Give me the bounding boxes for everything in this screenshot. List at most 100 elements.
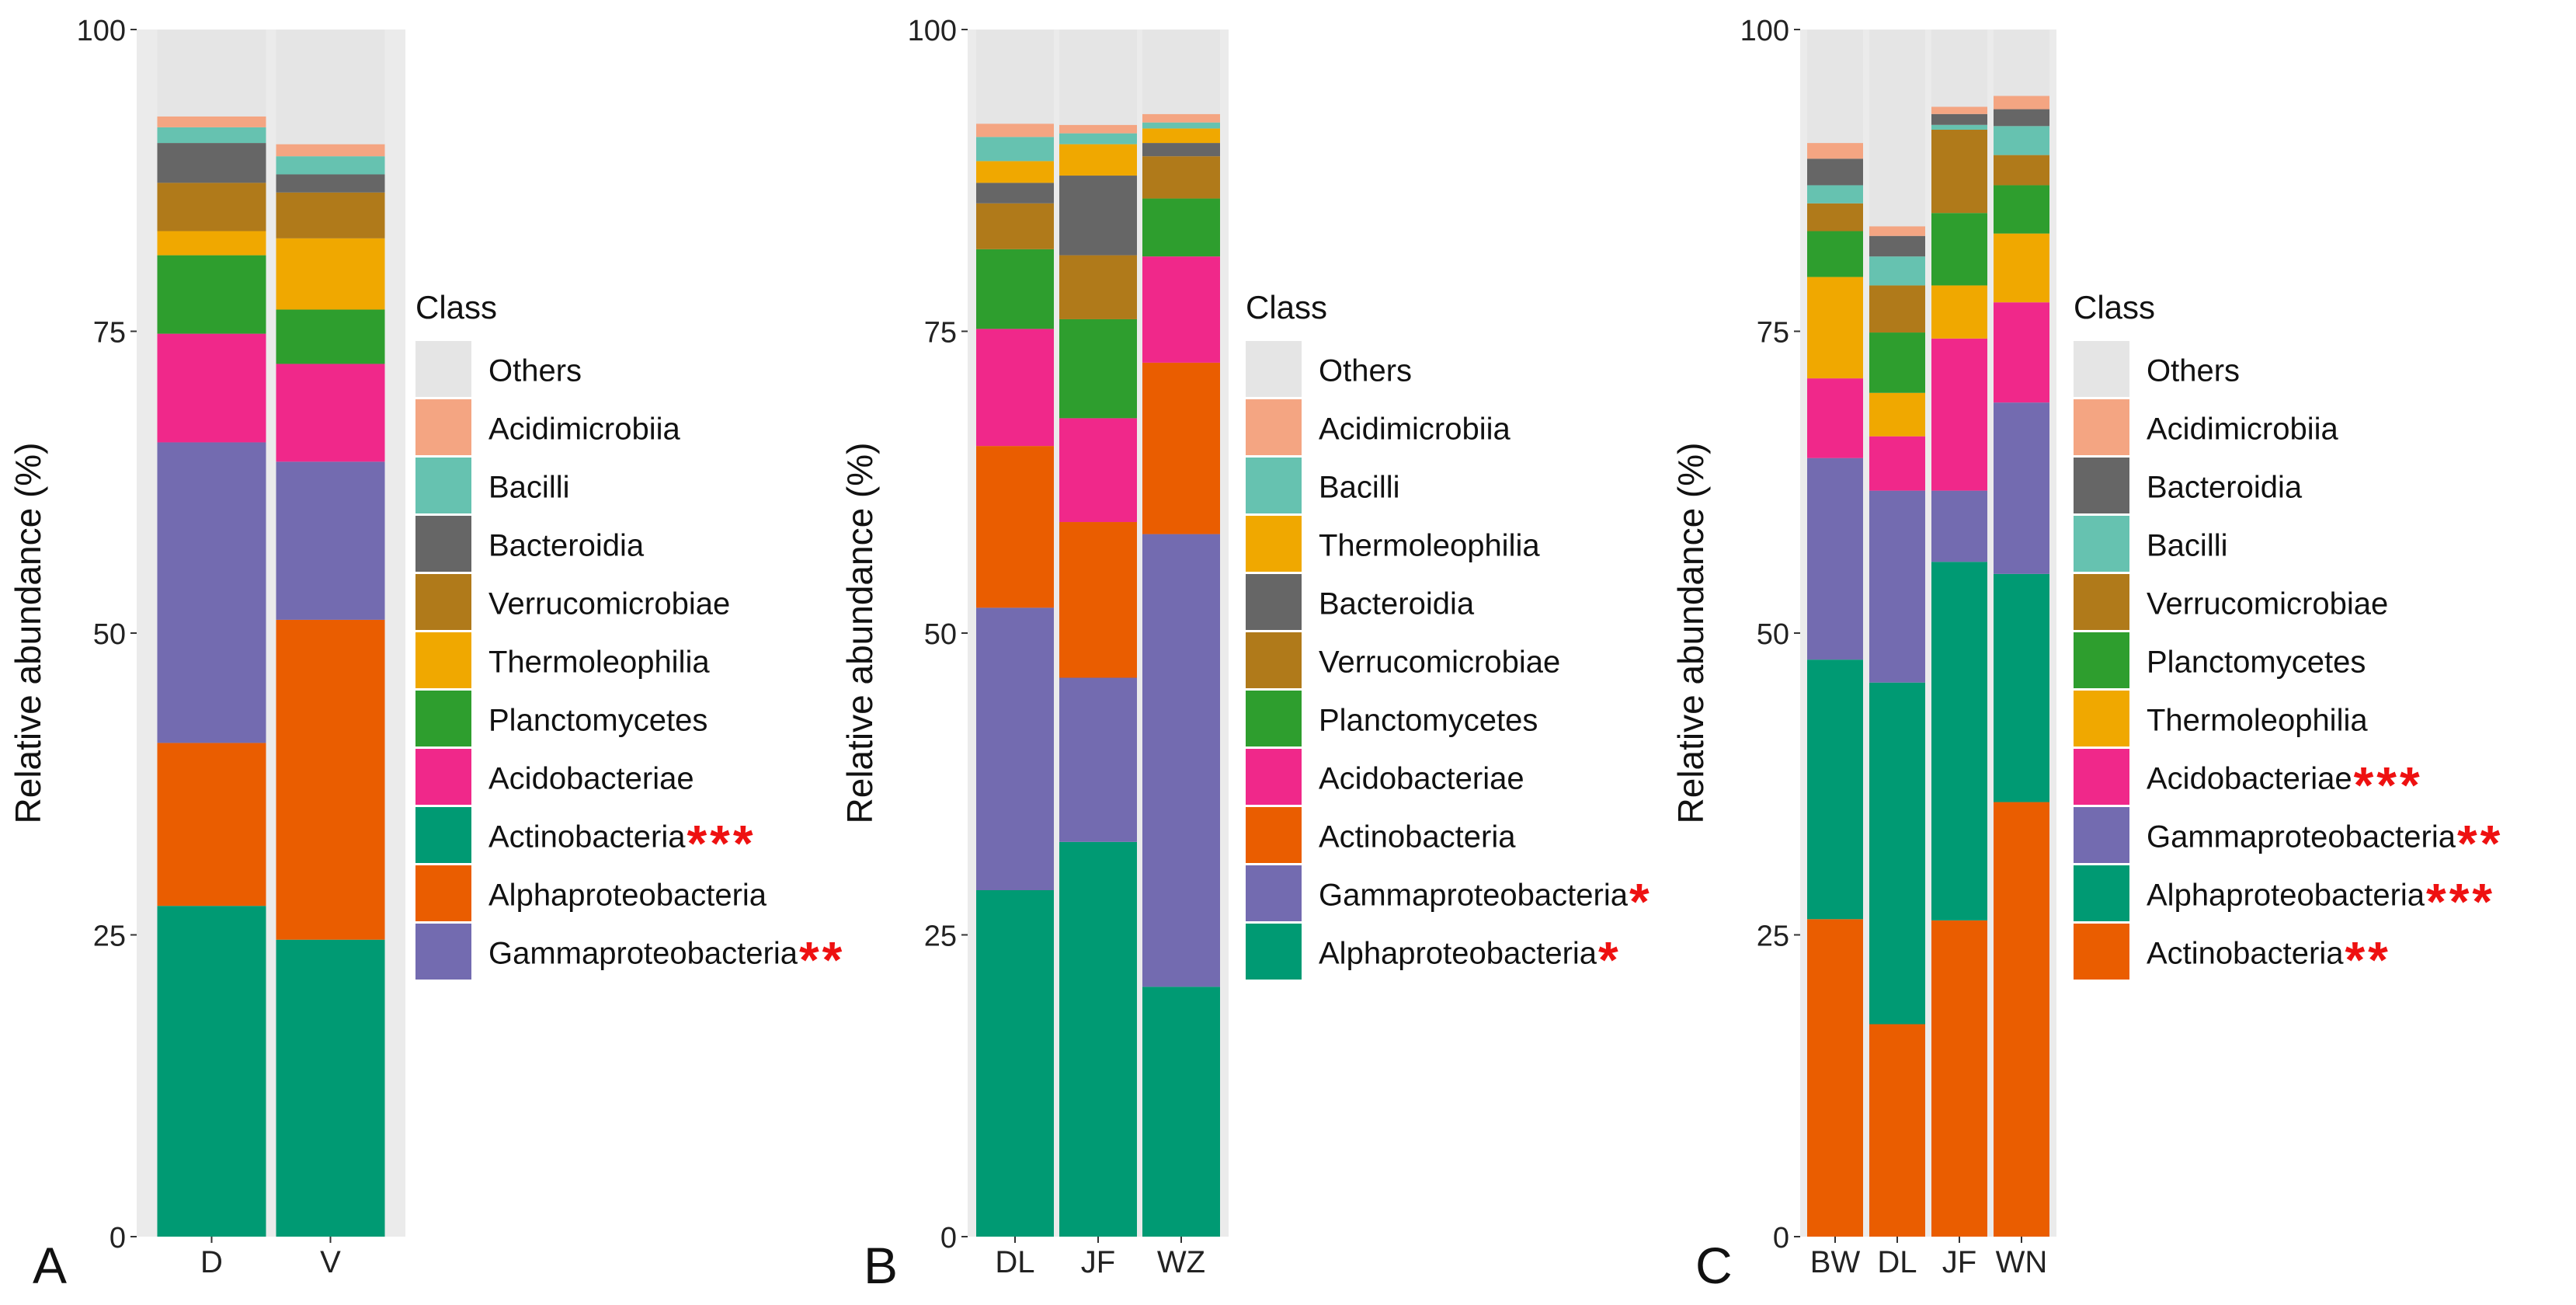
legend-key [2074,399,2129,455]
bar-segment-v-planctomycetes [276,309,385,364]
legend-label: Verrucomicrobiae [488,587,730,621]
y-axis-label: Relative abundance (%) [840,443,880,824]
significance-stars: * [1598,931,1622,989]
y-tick-label: 75 [1757,317,1789,350]
significance-stars: *** [2426,873,2495,931]
legend-label: Thermoleophilia [2147,704,2368,738]
legend-key [2074,341,2129,397]
legend-key [415,399,471,455]
y-tick-label: 100 [1740,15,1789,47]
bar-segment-d-bacteroidia [157,143,266,183]
bar-segment-d-thermoleophilia [157,231,266,256]
bar-segment-jf-thermoleophilia [1931,285,1987,339]
legend-key [2074,924,2129,980]
bar-segment-bw-others [1807,30,1863,144]
legend-label: Actinobacteria [1319,820,1516,854]
bar-segment-d-others [157,30,266,117]
bar-segment-jf-gammaproteobacteria [1059,677,1137,842]
bar-segment-wn-verrucomicrobiae [1994,155,2049,186]
legend-key [1246,924,1302,980]
bar-segment-jf-acidobacteriae [1931,338,1987,491]
legend-key [415,865,471,921]
bar-segment-dl-gammaproteobacteria [1869,490,1925,683]
legend-label: Actinobacteria [488,820,686,854]
legend-title: Class [2074,289,2155,325]
legend-label: Acidobacteriae [2147,762,2352,796]
bar-segment-d-actinobacteria [157,906,266,1237]
bar-segment-dl-gammaproteobacteria [976,607,1054,891]
panel-b: DL JF WZ 0 25 50 75 100 Relative abundance (%) B C… [840,15,1653,1294]
bar-segment-bw-verrucomicrobiae [1807,203,1863,231]
bar-segment-dl-actinobacteria [1869,1024,1925,1237]
bar-segment-v-others [276,30,385,144]
bar-segment-dl-bacteroidia [1869,235,1925,257]
bar-segment-bw-gammaproteobacteria [1807,458,1863,660]
legend-key [1246,691,1302,746]
bar-segment-wn-bacilli [1994,126,2049,155]
bar-segment-dl-bacilli [976,137,1054,162]
bar-segment-wz-planctomycetes [1142,198,1220,257]
bar-segment-wz-verrucomicrobiae [1142,156,1220,199]
y-axis-label: Relative abundance (%) [1670,443,1711,824]
panel-label: C [1695,1237,1733,1294]
significance-stars: ** [2457,815,2503,872]
legend-label: Gammaproteobacteria [1319,879,1629,913]
x-tick-label: JF [1942,1245,1976,1279]
bar-segment-bw-alphaproteobacteria [1807,659,1863,920]
legend-label: Planctomycetes [488,704,707,738]
bar-segment-jf-gammaproteobacteria [1931,490,1987,562]
bar-segment-wn-bacteroidia [1994,109,2049,127]
bar-segment-wz-actinobacteria [1142,362,1220,534]
legend-key [2074,458,2129,513]
bar-segment-jf-alphaproteobacteria [1059,841,1137,1237]
legend-key [415,807,471,863]
bar-segment-dl-acidobacteriae [976,329,1054,447]
significance-stars: * [1629,873,1653,931]
bar-segment-wn-alphaproteobacteria [1994,573,2049,802]
legend: Class Others Acidimicrobiia Bacteroidia Baci… [2074,289,2503,989]
legend-key [1246,865,1302,921]
bar-segment-dl-acidimicrobiia [1869,226,1925,236]
legend-label: Gammaproteobacteria [2147,820,2456,854]
x-tick-label: WZ [1157,1245,1205,1279]
bar-segment-jf-others [1931,30,1987,107]
bar-segment-jf-actinobacteria [1931,920,1987,1237]
panel-a: D V 0 25 50 75 100 Relative abundance (%) A Class… [8,15,842,1294]
bar-segment-v-gammaproteobacteria [276,461,385,620]
legend-label: Alphaproteobacteria [1319,937,1597,971]
x-tick-label: D [200,1245,223,1279]
legend-label: Verrucomicrobiae [2147,587,2388,621]
bar-segment-wz-thermoleophilia [1142,128,1220,144]
bar-segment-jf-planctomycetes [1931,213,1987,286]
bar-segment-dl-planctomycetes [1869,332,1925,393]
legend-label: Planctomycetes [2147,646,2366,680]
legend-key [1246,516,1302,572]
y-tick-label: 50 [1757,618,1789,651]
y-tick-label: 75 [93,317,126,350]
legend-label: Acidobacteriae [1319,762,1524,796]
bar-segment-dl-thermoleophilia [976,161,1054,183]
legend: Class Others Acidimicrobiia Bacilli Thermole… [1246,289,1653,989]
legend-label: Bacteroidia [488,529,645,563]
bar-segment-v-bacteroidia [276,174,385,193]
legend-label: Bacteroidia [2147,471,2303,505]
legend: Class Others Acidimicrobiia Bacilli Bacteroi… [415,289,842,989]
bar-segment-bw-acidimicrobiia [1807,143,1863,159]
bar-segment-jf-planctomycetes [1059,318,1137,419]
legend-key [2074,632,2129,688]
y-tick-label: 100 [908,15,957,47]
legend-key [1246,807,1302,863]
bar-segment-d-alphaproteobacteria [157,743,266,907]
bar-segment-dl-others [1869,30,1925,227]
bar-segment-wz-bacteroidia [1142,143,1220,157]
x-tick-label: BW [1810,1245,1861,1279]
bar-segment-jf-actinobacteria [1059,522,1137,678]
legend-key [415,341,471,397]
bar-segment-dl-others [976,30,1054,124]
x-tick-label: WN [1996,1245,2048,1279]
legend-key [2074,865,2129,921]
bar-segment-wn-others [1994,30,2049,96]
panel-label: A [33,1237,67,1294]
legend-key [415,632,471,688]
bar-segment-bw-acidobacteriae [1807,378,1863,458]
